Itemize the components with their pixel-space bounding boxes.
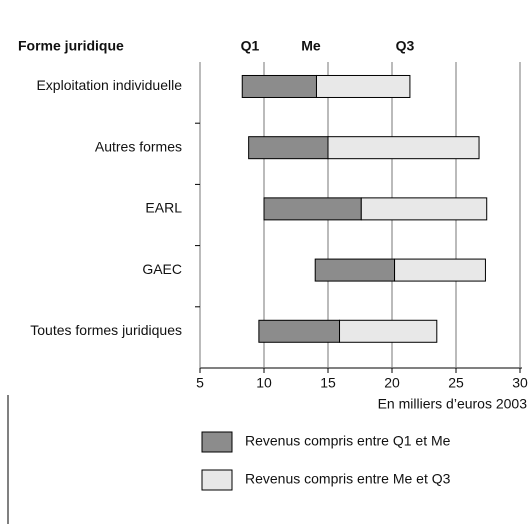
- bar-q1-me: [263, 197, 362, 221]
- legend-swatch: [201, 469, 233, 491]
- x-tick-label: 15: [320, 375, 336, 391]
- column-label: Me: [301, 38, 321, 54]
- bar-q1-me: [248, 136, 329, 160]
- x-tick-label: 30: [512, 375, 528, 391]
- x-tick-label: 20: [384, 375, 400, 391]
- legend-label: Revenus compris entre Me et Q3: [245, 471, 451, 487]
- bar-q1-me: [241, 74, 317, 98]
- bar-me-q3: [360, 197, 488, 221]
- category-header: Forme juridique: [18, 38, 124, 54]
- x-tick-label: 25: [448, 375, 464, 391]
- category-label: Exploitation individuelle: [36, 77, 182, 93]
- category-label: Autres formes: [95, 138, 182, 154]
- bar-q1-me: [314, 258, 396, 282]
- category-label: GAEC: [142, 261, 182, 277]
- bar-q1-me: [258, 319, 341, 343]
- column-label: Q1: [241, 38, 260, 54]
- legend-swatch: [201, 431, 233, 453]
- bar-me-q3: [327, 136, 480, 160]
- bar-me-q3: [339, 319, 438, 343]
- x-axis-label: En milliers d’euros 2003: [378, 396, 528, 412]
- bar-me-q3: [394, 258, 486, 282]
- legend-label: Revenus compris entre Q1 et Me: [245, 433, 451, 449]
- column-label: Q3: [396, 38, 415, 54]
- category-label: Toutes formes juridiques: [30, 322, 182, 338]
- x-tick-label: 5: [196, 375, 204, 391]
- x-tick-label: 10: [256, 375, 272, 391]
- category-label: EARL: [145, 200, 182, 216]
- bar-me-q3: [315, 74, 411, 98]
